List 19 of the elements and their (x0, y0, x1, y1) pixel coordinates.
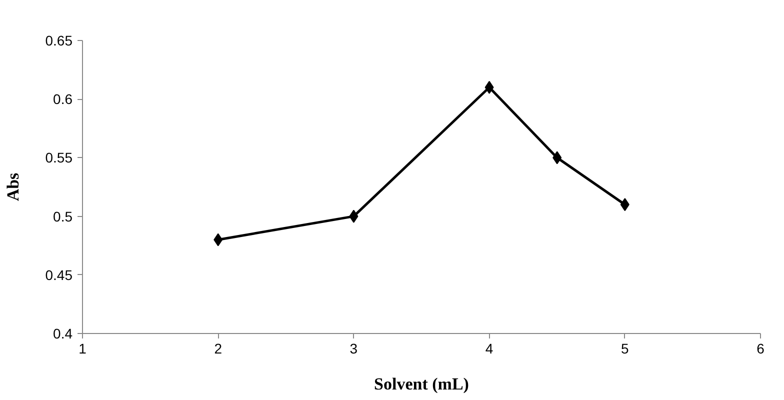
y-tick-label: 0.4 (53, 326, 73, 342)
y-tick-label: 0.55 (45, 150, 73, 166)
point (214, 233, 223, 246)
point (349, 210, 358, 223)
y-tick-label: 0.45 (45, 266, 73, 283)
y-axis-title: Abs (3, 172, 22, 202)
x-tick-label: 6 (756, 340, 765, 356)
x-tick-label: 5 (621, 340, 630, 356)
point (620, 198, 630, 212)
y-tick-label: 0.65 (45, 32, 73, 48)
x-tick-label: 1 (78, 340, 87, 356)
point (484, 80, 494, 94)
y-tick-label: 0.5 (53, 208, 73, 224)
x-tick-label: 4 (485, 340, 494, 356)
x-axis-title: Solvent (mL) (374, 374, 469, 394)
y-tick-label: 0.6 (53, 91, 73, 108)
point (552, 151, 562, 164)
x-tick-label: 3 (350, 340, 358, 356)
x-tick-label: 2 (214, 340, 222, 356)
